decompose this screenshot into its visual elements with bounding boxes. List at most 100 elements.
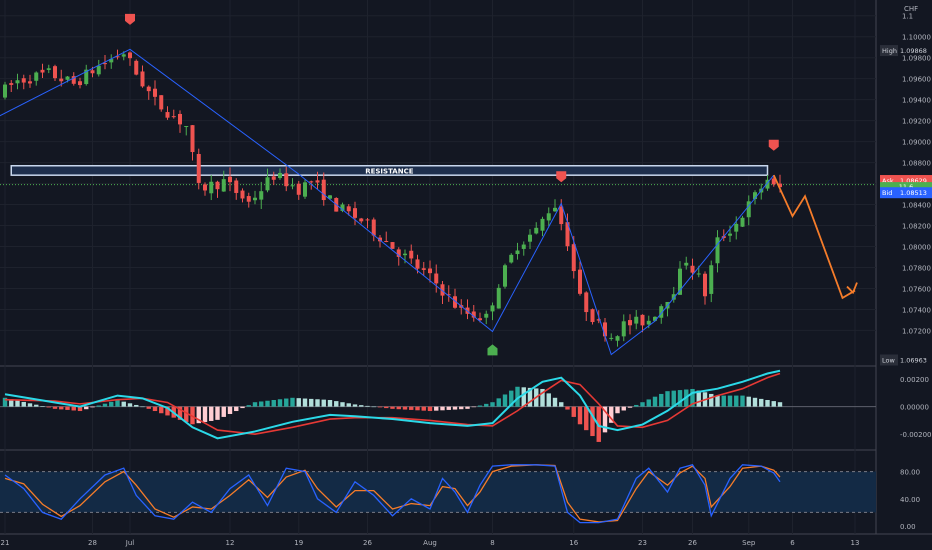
macd-histogram-bar	[546, 393, 551, 407]
stoch-tick-label: 40.00	[900, 496, 920, 504]
candle-body	[734, 223, 739, 232]
pivot-low-marker	[487, 344, 498, 356]
candle-body	[446, 294, 451, 296]
price-pane[interactable]: RESISTANCE	[0, 13, 876, 356]
candle-body	[421, 268, 426, 270]
macd-histogram-bar	[52, 406, 58, 409]
macd-histogram-bar	[152, 406, 158, 412]
macd-histogram-bar	[196, 406, 201, 424]
macd-histogram-bar	[665, 391, 670, 407]
macd-histogram-bar	[102, 403, 108, 407]
candle-body	[371, 219, 376, 236]
macd-histogram-bar	[584, 406, 589, 431]
macd-histogram-bar	[765, 400, 770, 407]
price-tick-label: 1.09400	[902, 97, 931, 105]
candle-body	[109, 59, 114, 63]
pivot-high-marker	[768, 139, 779, 151]
zigzag-line	[0, 48, 775, 356]
macd-histogram-bar	[334, 401, 339, 407]
candle-body	[440, 284, 445, 296]
grid-lines	[0, 0, 932, 535]
candle-body	[590, 309, 595, 323]
macd-histogram-bar	[221, 406, 226, 417]
candle-body	[271, 176, 276, 180]
candle-body	[278, 172, 282, 179]
macd-tick-label: 0.00000	[900, 404, 929, 412]
candle-body	[584, 292, 589, 313]
candle-body	[159, 95, 164, 110]
candle-body	[728, 233, 732, 236]
macd-histogram-bar	[284, 398, 289, 407]
macd-histogram-bar	[259, 401, 264, 407]
candle-body	[59, 78, 64, 82]
macd-tick-label: 0.00200	[900, 376, 929, 384]
candle-body	[415, 259, 420, 269]
candle-body	[290, 185, 295, 187]
candle-body	[684, 262, 689, 266]
price-tick-label: 1.08800	[902, 160, 931, 168]
macd-histogram-bar	[134, 404, 139, 407]
time-tick-label: Aug	[423, 539, 437, 547]
macd-pane[interactable]	[0, 369, 876, 442]
time-axis[interactable]: 21 28 Jul 12 19 26 Aug 8 16 23 26 Sep 6 13	[1, 539, 860, 547]
macd-histogram-bar	[290, 397, 295, 407]
stochastic-pane[interactable]	[0, 464, 876, 524]
price-tick-label: 1.07400	[902, 306, 931, 314]
candle-body	[559, 206, 564, 225]
price-tick-label: 1.09600	[902, 76, 931, 84]
candle-body	[715, 237, 720, 264]
macd-histogram-bar	[571, 406, 576, 417]
ask-label-bg	[880, 175, 898, 187]
macd-histogram-bar	[384, 406, 389, 409]
macd-histogram-bar	[671, 390, 676, 407]
candle-body	[140, 71, 145, 87]
stoch-band	[0, 471, 876, 513]
macd-histogram-bar	[9, 399, 14, 407]
macd-tick-label: -0.00200	[900, 431, 931, 439]
macd-histogram-bar	[421, 406, 426, 411]
macd-histogram-bar	[234, 406, 239, 412]
ask-value-bg	[898, 175, 932, 187]
candle-body	[771, 178, 776, 185]
price-tick-label: 1.08000	[902, 244, 931, 252]
macd-histogram-bar	[602, 406, 608, 433]
macd-histogram-bar	[415, 406, 420, 411]
high-label: High	[882, 47, 897, 55]
high-label-bg	[880, 45, 898, 57]
time-tick-label: 8	[490, 539, 494, 547]
macd-histogram-bar	[577, 406, 583, 425]
macd-histogram-bar	[327, 400, 333, 407]
candle-body	[696, 273, 701, 275]
candle-body	[90, 70, 95, 74]
macd-histogram-bar	[696, 390, 701, 407]
candle-body	[40, 69, 45, 73]
candle-body	[740, 217, 745, 227]
candle-body	[765, 179, 770, 189]
macd-histogram-bar	[502, 394, 508, 407]
candle-body	[571, 244, 576, 272]
macd-histogram-bar	[109, 401, 114, 407]
candle-body	[746, 201, 751, 218]
macd-histogram-bar	[359, 405, 364, 407]
candle-body	[234, 180, 239, 193]
time-tick-label: 13	[851, 539, 860, 547]
macd-histogram-bar	[202, 406, 208, 423]
candle-body	[396, 249, 401, 257]
macd-histogram-bar	[77, 406, 83, 412]
macd-histogram-bar	[615, 406, 620, 414]
macd-histogram-bar	[565, 406, 570, 410]
candle-body	[353, 208, 357, 218]
time-tick-label: 26	[688, 539, 697, 547]
time-tick-label: Jul	[125, 539, 135, 547]
macd-histogram-bar	[215, 406, 220, 420]
candle-body	[578, 269, 582, 294]
macd-histogram-bar	[227, 406, 233, 414]
candle-body	[709, 265, 714, 294]
candle-body	[653, 316, 657, 321]
macd-histogram-bar	[652, 396, 658, 407]
candle-body	[315, 180, 320, 183]
stoch-tick-label: 80.00	[900, 469, 920, 477]
price-axis[interactable]: CHF 1.1 1.10000 1.09800 1.09600 1.09400 1.092…	[880, 5, 932, 531]
candle-body	[409, 250, 414, 259]
